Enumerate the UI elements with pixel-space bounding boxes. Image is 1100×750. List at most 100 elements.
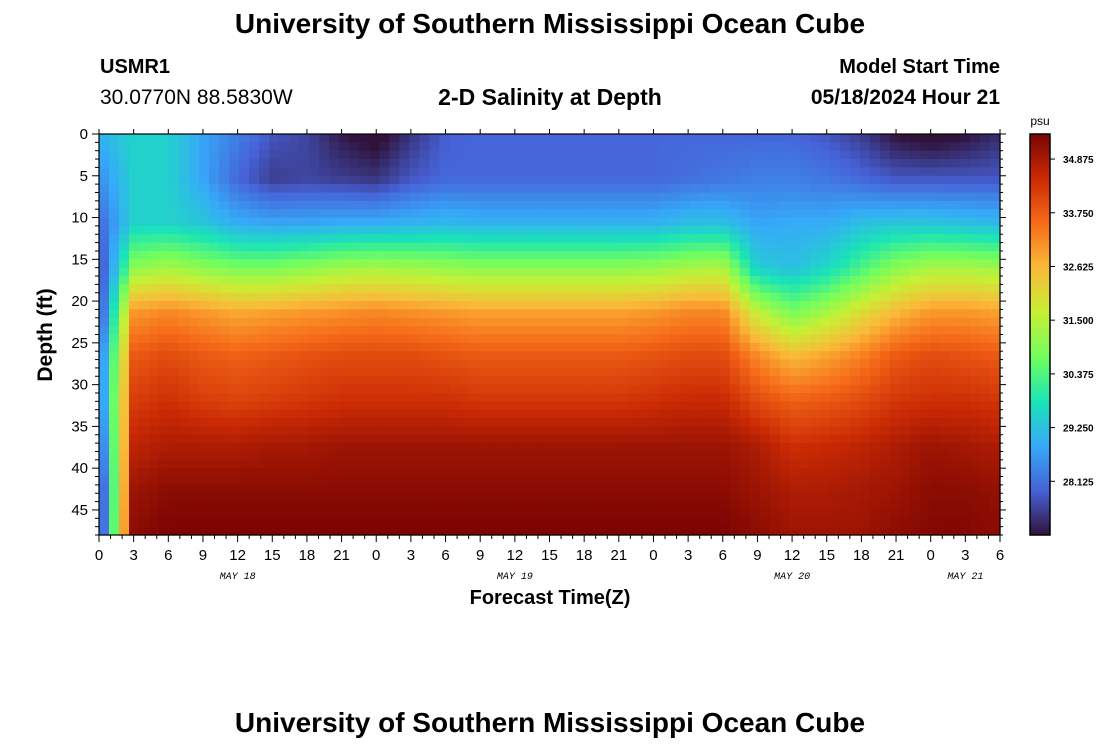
heatmap-cell (539, 150, 551, 160)
heatmap-cell (489, 401, 501, 411)
heatmap-cell (669, 418, 681, 427)
heatmap-cell (359, 418, 370, 427)
heatmap-cell (239, 409, 250, 419)
heatmap-cell (129, 276, 140, 285)
heatmap-cell (129, 326, 140, 336)
heatmap-cell (749, 292, 761, 302)
heatmap-cell (899, 225, 911, 235)
heatmap-cell (409, 351, 420, 361)
heatmap-cell (739, 134, 751, 143)
heatmap-cell (669, 292, 681, 302)
heatmap-cell (679, 326, 691, 336)
heatmap-cell (289, 217, 300, 227)
heatmap-cell (219, 409, 230, 419)
heatmap-cell (189, 200, 200, 210)
heatmap-cell (569, 159, 581, 169)
heatmap-cell (399, 468, 410, 478)
heatmap-cell (159, 476, 170, 486)
heatmap-cell (339, 384, 350, 394)
heatmap-cell (569, 242, 581, 252)
heatmap-cell (479, 209, 491, 219)
heatmap-cell (329, 418, 340, 427)
heatmap-cell (869, 142, 881, 152)
heatmap-cell (229, 301, 240, 311)
heatmap-cell (659, 401, 671, 411)
heatmap-cell (129, 501, 140, 511)
heatmap-cell (409, 451, 420, 461)
heatmap-cell (529, 443, 541, 453)
heatmap-cell (609, 418, 621, 427)
heatmap-cell (99, 150, 110, 160)
heatmap-cell (719, 459, 731, 469)
heatmap-cell (919, 150, 931, 160)
heatmap-cell (479, 476, 491, 486)
heatmap-cell (549, 518, 561, 528)
heatmap-cell (559, 301, 571, 311)
heatmap-cell (139, 518, 150, 528)
heatmap-cell (769, 434, 781, 444)
heatmap-cell (119, 276, 130, 285)
heatmap-cell (359, 493, 370, 503)
heatmap-cell (329, 184, 340, 194)
heatmap-cell (919, 175, 931, 185)
heatmap-cell (199, 443, 210, 453)
heatmap-cell (809, 259, 821, 269)
heatmap-cell (349, 434, 360, 444)
heatmap-cell (769, 384, 781, 394)
heatmap-cell (579, 267, 591, 277)
heatmap-cell (129, 209, 140, 219)
heatmap-cell (189, 225, 200, 235)
heatmap-cell (189, 526, 200, 536)
heatmap-cell (449, 459, 460, 469)
heatmap-cell (649, 426, 661, 436)
heatmap-cell (459, 234, 471, 244)
heatmap-cell (919, 501, 931, 511)
heatmap-cell (679, 301, 691, 311)
heatmap-cell (389, 501, 400, 511)
heatmap-cell (849, 234, 861, 244)
heatmap-cell (719, 434, 731, 444)
heatmap-cell (649, 167, 661, 177)
heatmap-cell (229, 326, 240, 336)
x-tick-label: 21 (610, 547, 627, 564)
heatmap-cell (299, 518, 310, 528)
heatmap-cell (589, 418, 601, 427)
heatmap-cell (719, 134, 731, 143)
heatmap-cell (879, 459, 891, 469)
heatmap-cell (599, 484, 611, 494)
heatmap-cell (239, 175, 250, 185)
heatmap-cell (479, 334, 491, 344)
heatmap-cell (969, 509, 981, 519)
heatmap-cell (219, 250, 230, 260)
heatmap-cell (779, 351, 791, 361)
heatmap-cell (979, 501, 991, 511)
heatmap-cell (329, 317, 340, 327)
heatmap-cell (429, 250, 440, 260)
heatmap-cell (209, 159, 220, 169)
heatmap-cell (469, 476, 481, 486)
heatmap-cell (839, 184, 851, 194)
heatmap-cell (229, 434, 240, 444)
heatmap-cell (339, 493, 350, 503)
heatmap-cell (719, 225, 731, 235)
heatmap-cell (949, 434, 961, 444)
heatmap-cell (749, 418, 761, 427)
heatmap-cell (639, 284, 651, 294)
heatmap-cell (519, 484, 531, 494)
heatmap-cell (689, 250, 701, 260)
heatmap-cell (989, 209, 1001, 219)
heatmap-cell (239, 342, 250, 352)
heatmap-cell (629, 167, 641, 177)
heatmap-cell (809, 242, 821, 252)
heatmap-cell (769, 484, 781, 494)
heatmap-cell (149, 159, 160, 169)
heatmap-cell (649, 351, 661, 361)
heatmap-cell (269, 267, 280, 277)
heatmap-cell (179, 392, 190, 402)
heatmap-cell (659, 301, 671, 311)
heatmap-cell (659, 209, 671, 219)
heatmap-cell (99, 192, 110, 202)
heatmap-cell (849, 526, 861, 536)
heatmap-cell (849, 292, 861, 302)
heatmap-cell (699, 367, 711, 377)
